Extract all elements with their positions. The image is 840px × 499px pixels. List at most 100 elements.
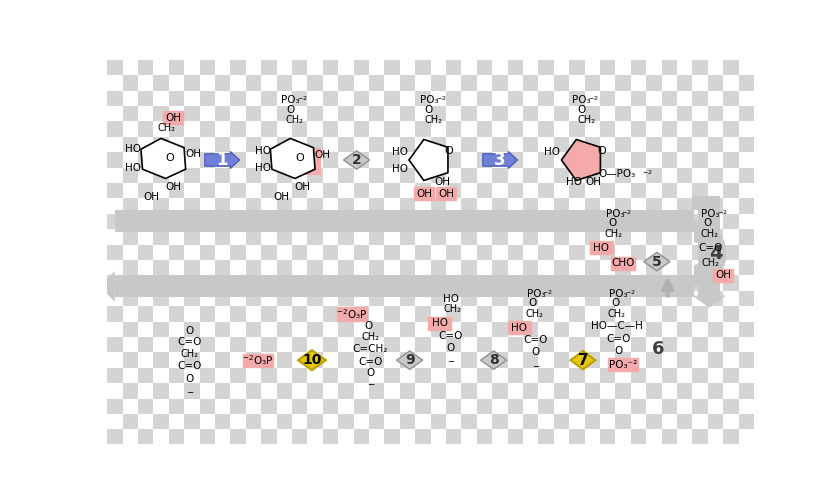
Bar	[230, 306, 246, 322]
Bar	[492, 199, 507, 214]
Bar	[385, 352, 400, 368]
Bar	[585, 75, 600, 91]
Bar	[323, 260, 338, 275]
Bar	[461, 383, 477, 399]
Bar	[385, 322, 400, 337]
Bar	[677, 183, 692, 199]
Bar	[446, 121, 461, 137]
Bar	[646, 275, 662, 291]
Bar	[276, 245, 292, 260]
Bar	[631, 214, 646, 229]
Bar	[184, 229, 200, 245]
Bar	[692, 137, 708, 152]
Bar	[738, 414, 754, 430]
Bar	[738, 60, 754, 75]
Bar	[738, 306, 754, 322]
Bar	[169, 352, 184, 368]
Bar	[708, 199, 723, 214]
Bar	[692, 199, 708, 214]
Bar	[323, 306, 338, 322]
Bar	[369, 414, 385, 430]
Bar	[708, 291, 723, 306]
Bar	[554, 106, 570, 121]
Bar	[554, 337, 570, 352]
Bar	[507, 60, 523, 75]
Bar	[138, 183, 154, 199]
Bar	[323, 430, 338, 445]
Bar	[323, 60, 338, 75]
Bar	[276, 75, 292, 91]
Bar	[200, 183, 215, 199]
Bar	[615, 245, 631, 260]
Bar	[385, 106, 400, 121]
Bar	[385, 260, 400, 275]
Bar	[646, 152, 662, 168]
Bar	[600, 414, 615, 430]
Bar	[461, 322, 477, 337]
Bar	[307, 260, 323, 275]
Bar	[677, 199, 692, 214]
Bar	[631, 414, 646, 430]
Bar	[615, 214, 631, 229]
Bar	[708, 91, 723, 106]
Bar	[477, 414, 492, 430]
Bar	[723, 399, 738, 414]
Bar	[507, 383, 523, 399]
Bar	[677, 137, 692, 152]
Bar	[385, 60, 400, 75]
Bar	[230, 229, 246, 245]
Bar	[307, 229, 323, 245]
Bar	[507, 399, 523, 414]
Bar	[307, 383, 323, 399]
Text: OH: OH	[438, 189, 454, 199]
Text: O: O	[614, 346, 622, 356]
Bar	[339, 414, 354, 430]
Bar	[461, 91, 477, 106]
Bar	[200, 152, 215, 168]
Bar	[708, 306, 723, 322]
Bar	[585, 183, 600, 199]
Bar	[507, 199, 523, 214]
Bar	[738, 245, 754, 260]
Bar	[138, 291, 154, 306]
Bar	[522, 60, 538, 75]
Bar	[631, 306, 646, 322]
Bar	[307, 199, 323, 214]
Bar	[400, 137, 415, 152]
Bar	[123, 168, 138, 183]
Bar	[708, 229, 723, 245]
Bar	[246, 322, 261, 337]
Bar	[123, 352, 138, 368]
Bar	[261, 430, 276, 445]
Bar	[123, 183, 138, 199]
Bar	[507, 91, 523, 106]
Bar	[200, 337, 215, 352]
Bar	[307, 414, 323, 430]
Bar	[246, 399, 261, 414]
Bar	[292, 137, 307, 152]
Bar	[615, 414, 631, 430]
Bar	[538, 152, 554, 168]
Bar	[492, 414, 507, 430]
Bar	[738, 260, 754, 275]
Bar	[339, 121, 354, 137]
Bar	[415, 322, 431, 337]
Bar	[615, 152, 631, 168]
Bar	[169, 414, 184, 430]
Bar	[646, 199, 662, 214]
Polygon shape	[409, 140, 448, 181]
Bar	[354, 214, 369, 229]
Bar	[138, 337, 154, 352]
Bar	[677, 121, 692, 137]
Bar	[461, 430, 477, 445]
Bar	[570, 106, 585, 121]
Bar	[708, 322, 723, 337]
Bar	[261, 291, 276, 306]
Bar	[538, 414, 554, 430]
Bar	[723, 121, 738, 137]
Bar	[169, 75, 184, 91]
Bar	[431, 137, 446, 152]
Text: O: O	[608, 218, 617, 228]
Bar	[154, 106, 169, 121]
Bar	[369, 106, 385, 121]
